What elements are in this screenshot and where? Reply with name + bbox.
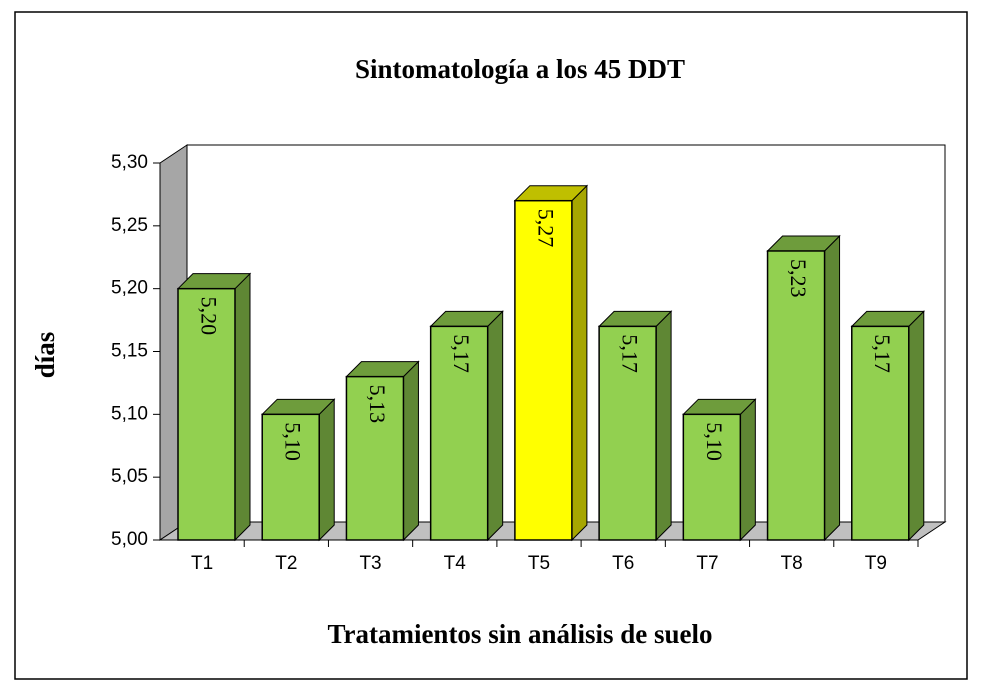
bar (851, 325, 910, 541)
y-axis-title: días (30, 332, 60, 379)
x-tick-label: T3 (359, 553, 381, 574)
bar (514, 199, 573, 541)
x-tick-label: T9 (865, 553, 887, 574)
value-label: 5,17 (449, 334, 474, 373)
y-tick-label: 5,20 (111, 278, 148, 299)
value-label: 5,17 (618, 334, 643, 373)
bar (261, 413, 320, 541)
bar (345, 375, 405, 541)
x-tick-label: T7 (696, 553, 718, 574)
x-axis-title: Tratamientos sin análisis de suelo (327, 619, 712, 649)
bar (598, 325, 657, 541)
bar (766, 250, 826, 541)
x-tick-label: T1 (191, 553, 213, 574)
value-label: 5,13 (365, 385, 390, 424)
value-label: 5,10 (281, 422, 306, 461)
value-label: 5,27 (533, 209, 558, 248)
bar-side (402, 360, 419, 542)
value-label: 5,20 (196, 297, 221, 336)
y-tick-label: 5,25 (111, 215, 148, 236)
y-tick-label: 5,30 (111, 152, 148, 173)
bar (177, 287, 236, 541)
x-tick-label: T8 (781, 553, 803, 574)
x-tick-label: T5 (528, 553, 550, 574)
y-tick-label: 5,10 (111, 403, 148, 424)
value-label: 5,23 (786, 259, 811, 298)
x-tick-label: T2 (275, 553, 297, 574)
bar-side (487, 310, 504, 542)
bar (682, 413, 742, 541)
y-tick-label: 5,05 (111, 466, 148, 487)
bar-side (739, 398, 756, 542)
y-tick-label: 5,00 (111, 529, 148, 550)
x-tick-label: T6 (612, 553, 634, 574)
bar-side (571, 184, 588, 542)
bar-side (234, 272, 251, 542)
value-label: 5,17 (870, 334, 895, 373)
y-tick-label: 5,15 (111, 341, 148, 362)
bar-side (824, 234, 841, 542)
bar-side (318, 398, 335, 542)
x-tick-label: T4 (444, 553, 467, 574)
chart-title: Sintomatología a los 45 DDT (355, 54, 685, 84)
bar-side (908, 310, 925, 542)
value-label: 5,10 (702, 422, 727, 461)
bar-side (655, 310, 672, 542)
bar (429, 325, 489, 541)
